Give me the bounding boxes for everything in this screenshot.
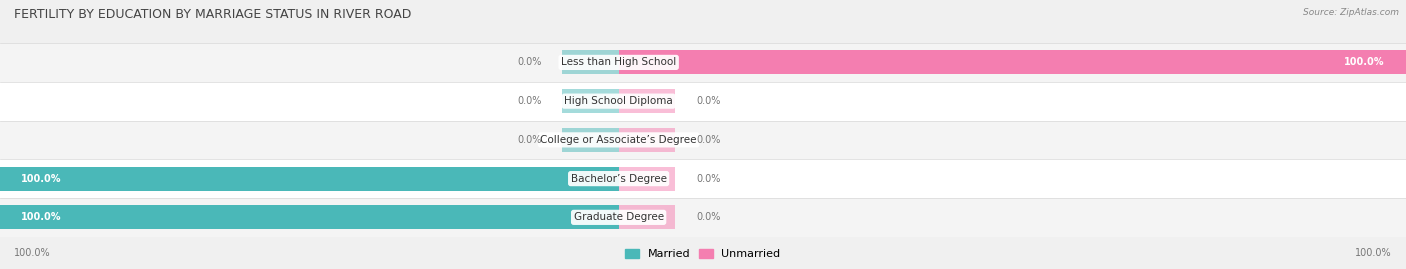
Bar [619, 89, 675, 113]
Bar [619, 205, 675, 229]
Text: 0.0%: 0.0% [696, 212, 720, 222]
Text: Source: ZipAtlas.com: Source: ZipAtlas.com [1303, 8, 1399, 17]
Text: 100.0%: 100.0% [14, 248, 51, 258]
Text: 0.0%: 0.0% [517, 96, 541, 106]
Text: 0.0%: 0.0% [696, 135, 720, 145]
Legend: Married, Unmarried: Married, Unmarried [621, 244, 785, 263]
Text: 0.0%: 0.0% [517, 57, 541, 68]
Bar [0, 43, 1406, 82]
Text: College or Associate’s Degree: College or Associate’s Degree [540, 135, 697, 145]
Bar [619, 128, 675, 152]
Bar [619, 167, 675, 191]
Text: 100.0%: 100.0% [21, 212, 62, 222]
Bar [562, 50, 619, 75]
Bar [619, 50, 1406, 75]
Text: Less than High School: Less than High School [561, 57, 676, 68]
Bar [0, 121, 1406, 159]
Text: 100.0%: 100.0% [1355, 248, 1392, 258]
Bar [562, 128, 619, 152]
Bar [0, 198, 1406, 237]
Bar [562, 89, 619, 113]
Text: 0.0%: 0.0% [517, 135, 541, 145]
Text: 100.0%: 100.0% [1344, 57, 1385, 68]
Text: 0.0%: 0.0% [696, 174, 720, 184]
Bar [0, 159, 1406, 198]
Text: FERTILITY BY EDUCATION BY MARRIAGE STATUS IN RIVER ROAD: FERTILITY BY EDUCATION BY MARRIAGE STATU… [14, 8, 412, 21]
Text: High School Diploma: High School Diploma [564, 96, 673, 106]
Text: 0.0%: 0.0% [696, 96, 720, 106]
Text: 100.0%: 100.0% [21, 174, 62, 184]
Bar [0, 205, 619, 229]
Bar [0, 167, 619, 191]
Text: Bachelor’s Degree: Bachelor’s Degree [571, 174, 666, 184]
Bar [0, 82, 1406, 121]
Text: Graduate Degree: Graduate Degree [574, 212, 664, 222]
